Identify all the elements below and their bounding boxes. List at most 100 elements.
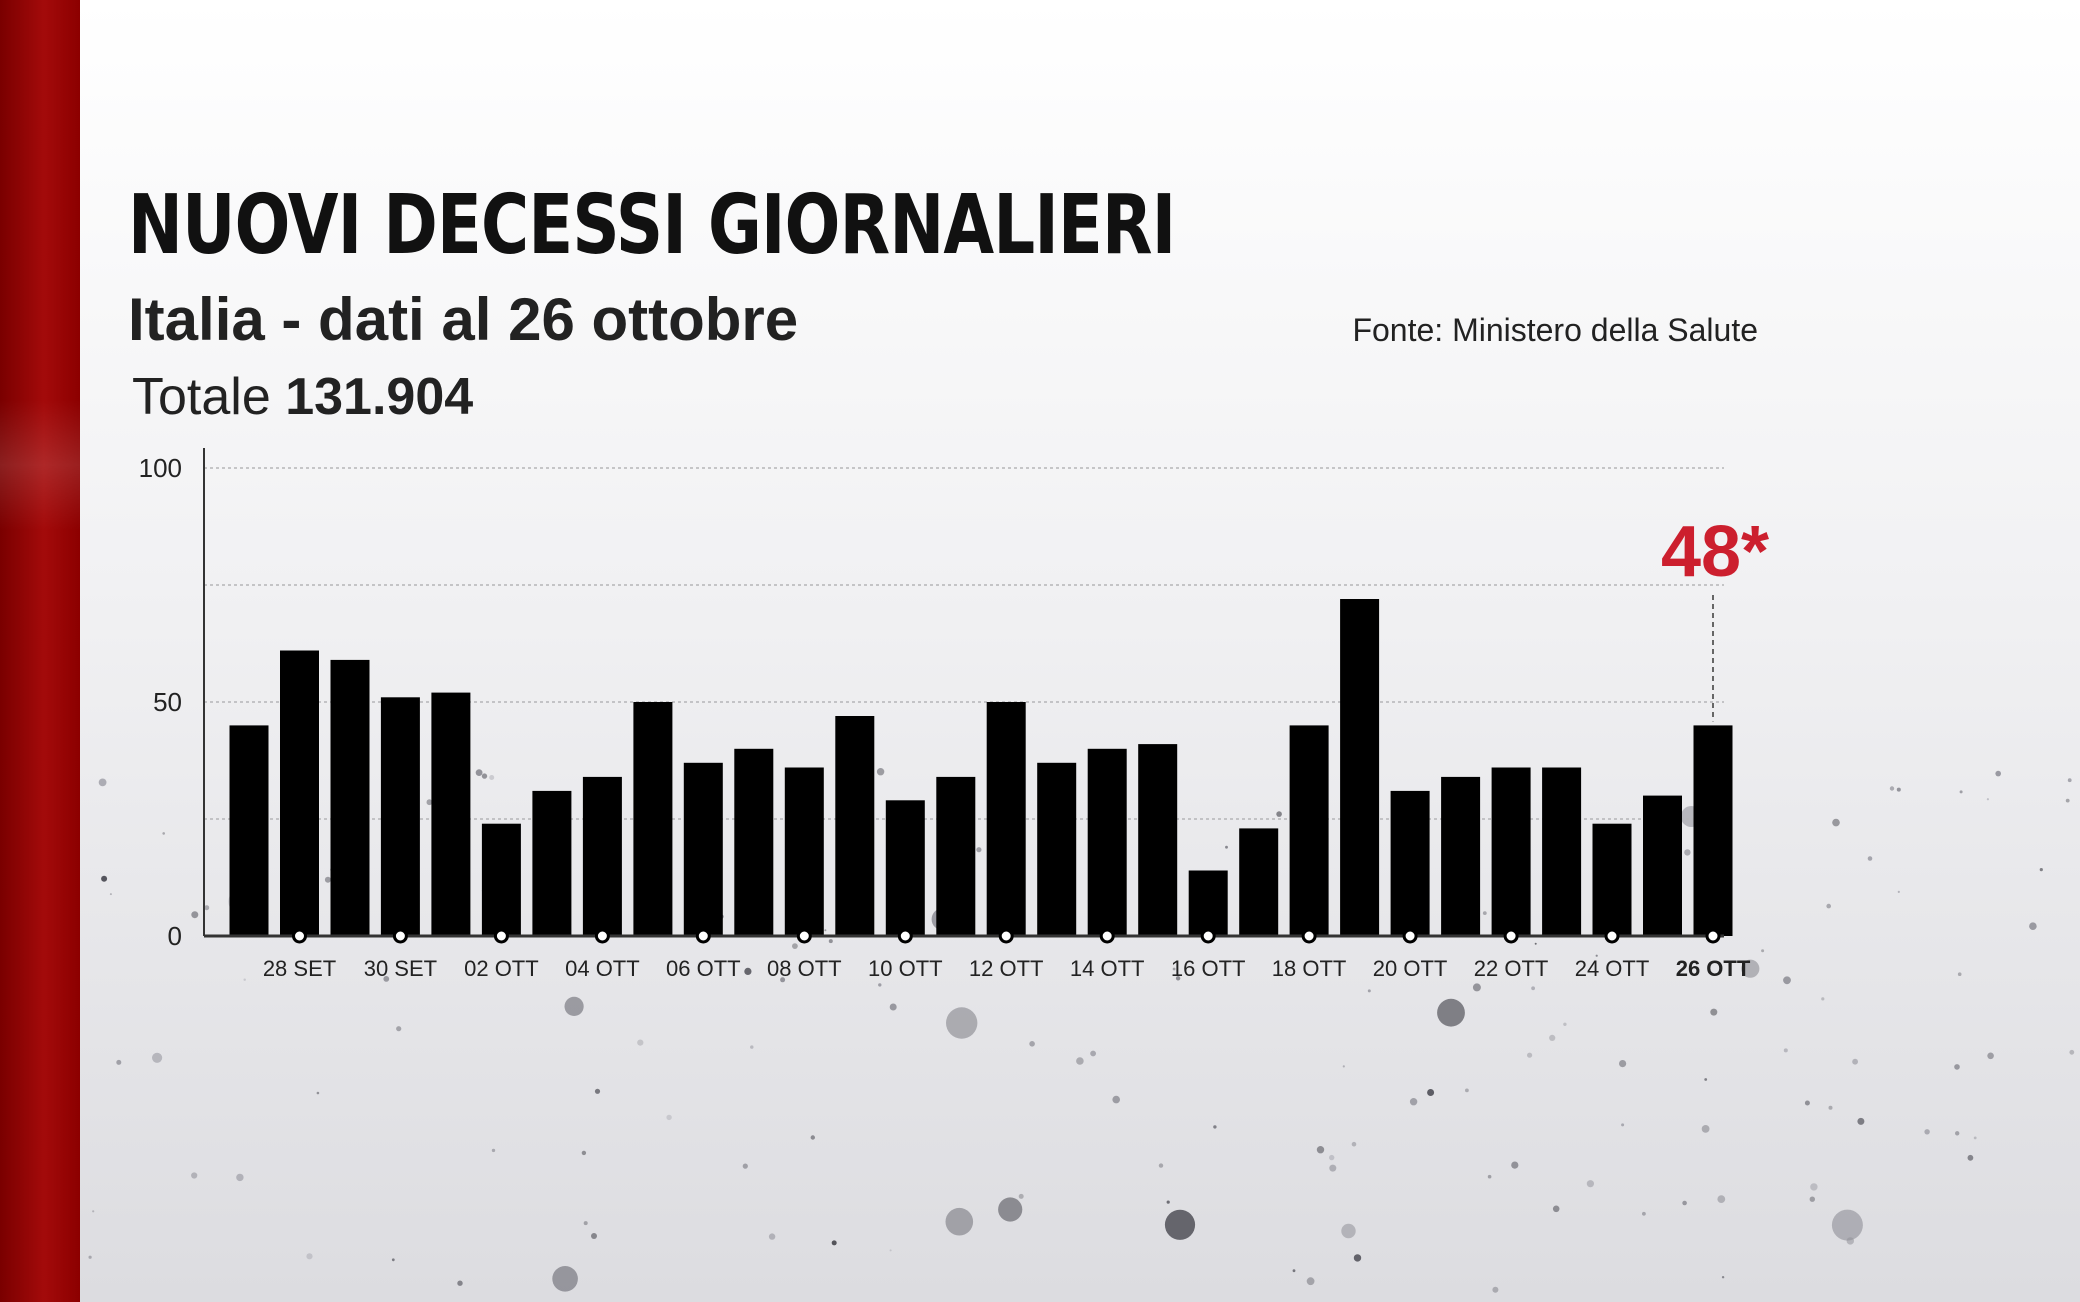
x-tick-marker [1604,928,1620,944]
decor-dot [1342,1065,1345,1068]
decor-dot [1721,1276,1725,1279]
bar [1491,767,1531,936]
decor-dot [1682,1200,1687,1206]
decor-dot [828,939,833,944]
decor-dot [2065,798,2070,803]
decor-dot [1832,818,1840,827]
x-tick-label: 22 OTT [1474,956,1549,981]
x-tick-marker [1402,928,1418,944]
decor-dot [1112,1095,1120,1104]
x-tick-marker [1099,928,1115,944]
decor-dot [1897,890,1900,894]
decor-dot [1642,1211,1646,1216]
bar [330,659,370,936]
decor-dot [976,847,982,853]
bar [633,702,673,936]
decor-dot [666,1114,672,1121]
decor-dot [1957,972,1962,976]
decor-dot [1487,1174,1492,1179]
decor-dot [1531,986,1535,991]
decor-dot [191,1172,198,1179]
bar [1340,599,1380,936]
decor-dot [1018,1193,1024,1199]
decor-dot [1924,1129,1930,1135]
decor-dot [1164,1209,1196,1240]
decor-dot [1316,1146,1325,1154]
bar [835,716,875,936]
bar [1693,725,1733,936]
decor-dot [1987,1052,1994,1060]
decor-dot [1437,998,1465,1027]
decor-dot [889,1003,897,1011]
decor-dot [750,1045,754,1049]
x-tick-marker [594,928,610,944]
bar [885,800,925,936]
decor-dot [1465,1088,1469,1093]
decor-dot [92,1210,95,1213]
bar [1138,744,1178,936]
total-label: Totale [132,368,271,426]
bar [1037,762,1077,936]
x-tick-marker [897,928,913,944]
total-line: Totale 131.904 [132,367,473,427]
x-tick-label: 18 OTT [1272,956,1347,981]
decor-dot [1492,1286,1499,1293]
x-tick-marker [1705,928,1721,944]
decor-dot [1482,911,1487,915]
decor-dot [316,1091,320,1095]
decor-dot [1409,1098,1418,1106]
x-tick-label: 16 OTT [1171,956,1246,981]
decor-dot [824,929,827,932]
x-tick-label: 04 OTT [565,956,640,981]
x-tick-label: 02 OTT [464,956,539,981]
decor-dot [383,976,390,982]
decor-dot [1276,811,1282,817]
decor-dot [1889,786,1895,791]
decor-dot [1986,798,1989,801]
decor-dot [191,911,199,919]
decor-dot [1783,976,1791,985]
decor-dot [396,1026,402,1032]
x-tick-label: 06 OTT [666,956,741,981]
bar [380,697,420,936]
decor-dot [1857,1117,1865,1125]
decor-dot [1306,1277,1315,1286]
decor-dot [1527,1052,1533,1058]
x-tick-label: 28 SET [263,956,336,981]
decor-dot [1472,983,1481,992]
decor-dot [1761,949,1765,953]
decor-dot [564,996,584,1017]
decor-dot [1549,1034,1556,1041]
decor-dot [1959,790,1963,794]
chart-title: NUOVI DECESSI GIORNALIERI [128,178,1176,273]
decor-dot [1090,1050,1096,1057]
bar [1087,748,1127,936]
y-tick-label: 0 [168,921,182,951]
decor-dot [2067,778,2072,783]
x-tick-marker [392,928,408,944]
decor-dot [1831,1209,1863,1241]
bar [1643,795,1682,936]
bars [229,599,1733,936]
x-tick-marker [292,928,307,944]
decor-dot [1710,1008,1718,1016]
decor-dot [1586,1180,1594,1188]
decor-dot [831,1240,837,1246]
bar [1289,725,1329,936]
decor-dot [1955,1131,1960,1136]
decor-dot [878,983,882,987]
decor-dot [2039,868,2043,872]
decor-dot [1621,1123,1625,1127]
decor-dot [1967,1154,1974,1161]
decor-dot [1175,976,1181,981]
decor-dot [1954,1064,1960,1070]
decor-dot [324,876,331,883]
decor-dot [489,775,495,780]
x-tick-marker [493,928,509,944]
decor-dot [306,1253,313,1260]
decor-dot [1353,1254,1362,1262]
x-tick-label: 14 OTT [1070,956,1145,981]
decor-dot [1225,845,1228,849]
x-tick-label: 30 SET [364,956,437,981]
